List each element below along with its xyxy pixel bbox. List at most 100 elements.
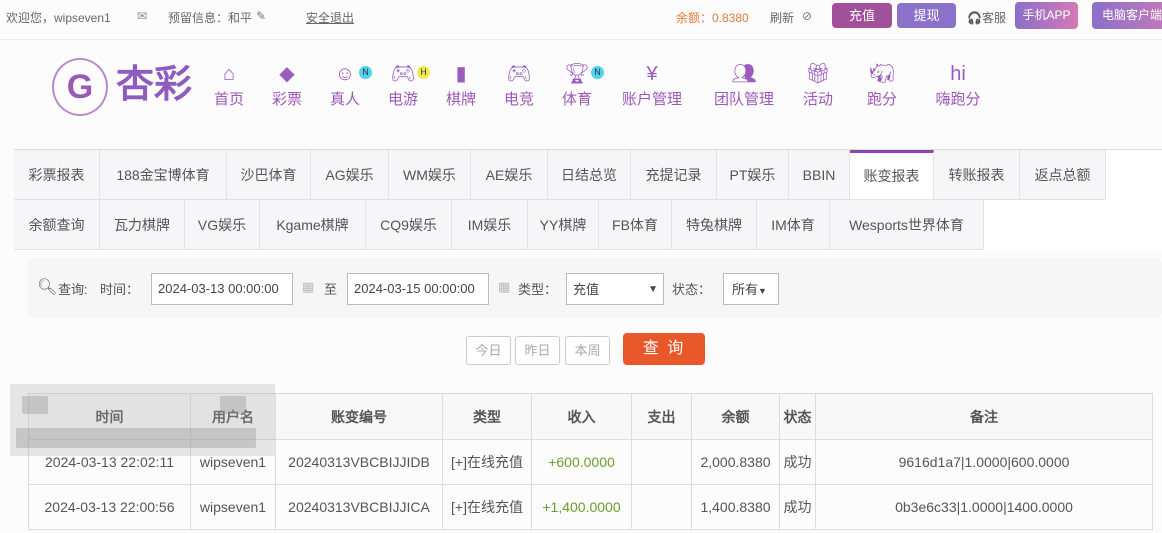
edit-icon[interactable]: ✎ [256,9,267,23]
nav-label: 电竞 [503,91,534,108]
nav-item-4[interactable]: ▮ 棋牌 [444,62,478,109]
tab-4[interactable]: WM娱乐 [389,150,471,200]
nav-label: 团队管理 [713,91,774,108]
tab-10[interactable]: 账变报表 [850,150,934,200]
column-header[interactable]: 用户名 [190,393,276,440]
nav-label: 活动 [802,91,833,108]
gamepad-icon: 🎮︎ [390,63,416,85]
service-label: 客服 [981,11,1006,25]
tab-9[interactable]: BBIN [789,150,850,200]
chevron-down-icon: ▼ [758,286,767,296]
nav-label: 首页 [213,91,244,108]
calendar-icon[interactable]: ▦ [498,279,511,294]
tab-1[interactable]: 188金宝博体育 [100,150,227,200]
table-cell: [+]在线充值 [442,439,532,485]
tab-19[interactable]: YY棋牌 [528,200,599,250]
column-header[interactable]: 收入 [531,393,632,440]
column-header[interactable]: 余额 [691,393,780,440]
logo-text: 杏彩 [116,64,193,106]
nav-item-5[interactable]: 🎮︎ 电竞 [502,62,536,109]
tab-12[interactable]: 返点总额 [1020,150,1106,200]
table-cell: +600.0000 [531,439,632,485]
tab-23[interactable]: Wesports世界体育 [830,200,984,250]
nav-label: 电游 [387,91,418,108]
tab-7[interactable]: 充提记录 [631,150,717,200]
home-icon: ⌂ [222,63,236,85]
yen-coin-icon: ¥ [646,63,658,85]
mobile-app-button[interactable]: 手机APP [1015,2,1078,29]
welcome-text: 欢迎您，wipseven1 [6,11,111,25]
nav-label: 彩票 [271,91,302,108]
nav-item-11[interactable]: hi 嗨跑分 [932,62,984,109]
time-label: 时间： [100,282,140,297]
logout-link[interactable]: 安全退出 [306,11,355,25]
tab-13[interactable]: 余额查询 [14,200,100,250]
tab-14[interactable]: 瓦力棋牌 [100,200,185,250]
divider [0,39,1162,40]
nav-item-3[interactable]: 🎮︎ H 电游 [386,62,430,109]
table-cell: 1,400.8380 [691,484,780,530]
table-cell: 2024-03-13 22:02:11 [28,439,191,485]
recharge-button[interactable]: 充值 [832,3,892,28]
nav-item-8[interactable]: 👥︎ 团队管理 [710,62,778,109]
nav-label: 棋牌 [445,91,476,108]
end-time-input[interactable]: 2024-03-15 00:00:00 [347,273,489,305]
nav-item-9[interactable]: 🎁︎ 活动 [801,62,835,109]
table-row: 2024-03-13 22:02:11 wipseven1 20240313VBCB… [28,439,1153,485]
pc-client-button[interactable]: 电脑客户端 [1092,2,1162,29]
nav-item-7[interactable]: ¥ 账户管理 [618,62,686,109]
tab-2[interactable]: 沙巴体育 [227,150,311,200]
today-button[interactable]: 今日 [466,336,511,365]
tab-20[interactable]: FB体育 [599,200,672,250]
table-cell: wipseven1 [190,484,276,530]
mail-icon[interactable]: ✉ [137,9,148,23]
calendar-icon[interactable]: ▦ [302,279,315,294]
top-bar: 欢迎您，wipseven1 ✉ 预留信息：和平 ✎ 安全退出 余额：0.8380… [0,0,1162,34]
nav-item-0[interactable]: ⌂ 首页 [212,62,246,109]
refresh-link[interactable]: 刷新 [770,11,795,25]
search-button[interactable]: 查 询 [623,333,705,365]
table-cell: wipseven1 [190,439,276,485]
tab-22[interactable]: IM体育 [757,200,830,250]
tab-21[interactable]: 特兔棋牌 [672,200,757,250]
tab-3[interactable]: AG娱乐 [311,150,389,200]
this-week-button[interactable]: 本周 [565,336,610,365]
table-cell: 0b3e6c33|1.0000|1400.0000 [815,484,1153,530]
logo[interactable]: G 杏彩 [50,58,202,116]
column-header[interactable]: 备注 [815,393,1153,440]
badge-new: N [591,66,604,79]
nav-item-6[interactable]: 🏆︎ N 体育 [560,62,604,109]
type-select[interactable]: 充值 ▼ [566,273,664,305]
reserved-info: 预留信息：和平 [168,11,253,25]
start-time-input[interactable]: 2024-03-13 00:00:00 [151,273,293,305]
nav-item-1[interactable]: ◆ 彩票 [270,62,304,109]
tab-0[interactable]: 彩票报表 [14,150,100,200]
column-header[interactable]: 时间 [28,393,191,440]
column-header[interactable]: 支出 [631,393,692,440]
tab-8[interactable]: PT娱乐 [717,150,789,200]
withdraw-button[interactable]: 提现 [897,3,956,28]
tab-11[interactable]: 转账报表 [934,150,1020,200]
column-header[interactable]: 账变编号 [275,393,443,440]
tab-17[interactable]: CQ9娱乐 [366,200,452,250]
tab-18[interactable]: IM娱乐 [452,200,528,250]
ticket-icon: ◆ [279,63,295,85]
eye-slash-icon[interactable]: ⊘ [802,9,813,23]
chevron-down-icon: ▼ [648,284,658,295]
hi-icon: hi [950,63,966,85]
tab-6[interactable]: 日结总览 [548,150,631,200]
table-cell: 成功 [779,439,816,485]
tab-5[interactable]: AE娱乐 [471,150,548,200]
gamepad-icon: 🎮︎ [506,63,532,85]
status-select[interactable]: 所有▼ [723,273,779,305]
customer-service[interactable]: 🎧客服 [967,9,1006,26]
status-value: 所有 [732,282,759,297]
nav-item-10[interactable]: 🦏︎ 跑分 [865,62,899,109]
tab-16[interactable]: Kgame棋牌 [260,200,366,250]
yesterday-button[interactable]: 昨日 [515,336,560,365]
column-header[interactable]: 状态 [779,393,816,440]
tab-15[interactable]: VG娱乐 [185,200,260,250]
nav-item-2[interactable]: ☺ N 真人 [328,62,372,109]
headset-icon: 🎧 [967,11,982,25]
column-header[interactable]: 类型 [442,393,532,440]
